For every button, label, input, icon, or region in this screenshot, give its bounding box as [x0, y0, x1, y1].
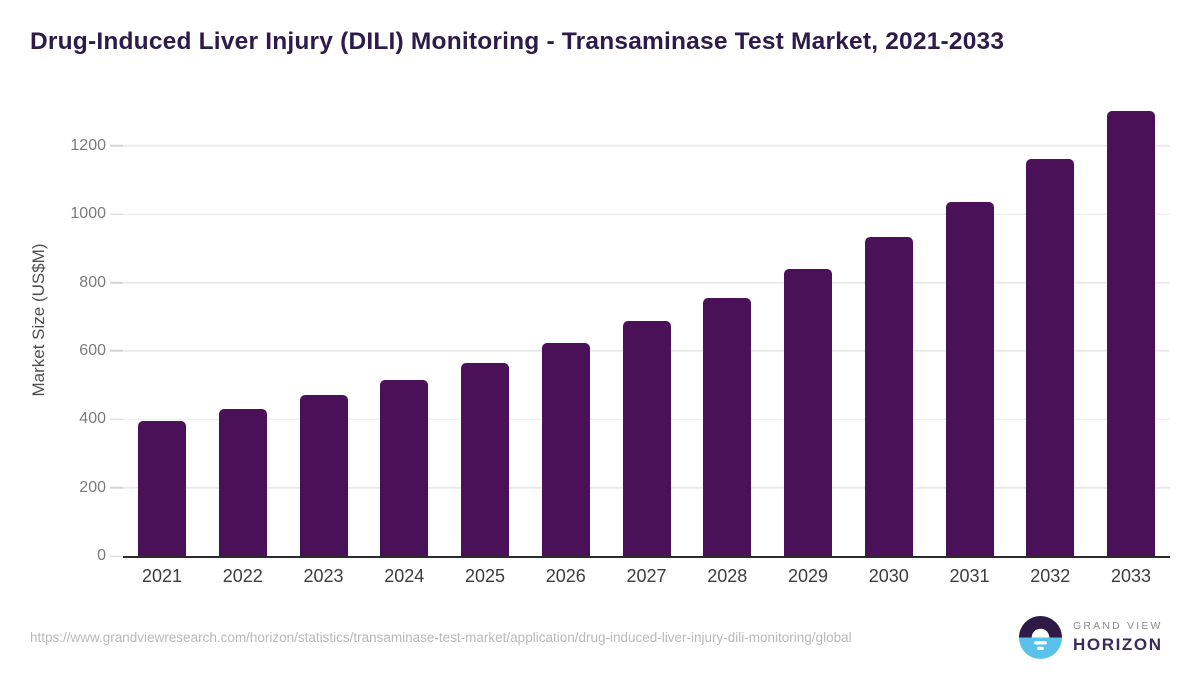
y-tick-label: 1000 [70, 205, 106, 223]
x-tick-label-2021: 2021 [141, 566, 183, 586]
y-tick-mark [110, 145, 123, 147]
y-tick-mark [110, 281, 123, 284]
y-tick-mark [110, 213, 123, 215]
y-tick-mark [110, 350, 123, 352]
plot-area: 0 200 400 600 800 1000 1200 2021 2022 2023 2024 202… [70, 100, 1170, 585]
source-url: https://www.grandviewresearch.com/horizo… [30, 630, 852, 645]
bar-2024 [380, 379, 429, 556]
bar-2031 [945, 201, 994, 556]
bar-2029 [784, 268, 832, 556]
x-tick-label-2024: 2024 [384, 566, 425, 586]
x-tick-label-2029: 2029 [787, 566, 829, 586]
y-tick-mark [110, 555, 123, 557]
gridline-1200 [123, 145, 1170, 147]
bar-2030 [864, 237, 913, 556]
gridline-800 [123, 281, 1170, 284]
y-tick-label: 600 [79, 341, 106, 359]
gridline-1000 [123, 213, 1170, 215]
bar-2033 [1107, 110, 1155, 556]
bar-2032 [1026, 159, 1075, 556]
x-tick-label-2022: 2022 [222, 566, 263, 586]
bar-2021 [138, 420, 186, 556]
y-tick-mark [110, 418, 123, 421]
bar-2027 [622, 320, 671, 556]
y-tick-label: 800 [79, 273, 106, 291]
x-tick-label-2030: 2030 [868, 566, 909, 586]
y-tick-label: 400 [79, 410, 106, 428]
x-tick-label-2027: 2027 [626, 566, 667, 586]
y-tick-mark [110, 486, 123, 489]
y-tick-label: 1200 [70, 136, 106, 154]
bar-2022 [218, 409, 267, 556]
x-tick-label-2028: 2028 [707, 566, 748, 586]
bar-2023 [299, 395, 348, 556]
bar-2026 [541, 343, 590, 556]
x-tick-label-2026: 2026 [545, 566, 586, 586]
bar-2025 [461, 362, 509, 556]
x-tick-label-2031: 2031 [949, 566, 990, 586]
y-tick-label: 200 [79, 478, 106, 496]
x-tick-label-2033: 2033 [1110, 566, 1152, 586]
bar-2028 [703, 297, 752, 556]
horizon-sunrise-icon [1018, 615, 1063, 660]
x-tick-label-2025: 2025 [464, 566, 506, 586]
chart-title: Drug-Induced Liver Injury (DILI) Monitor… [30, 28, 1005, 55]
x-tick-label-2023: 2023 [303, 566, 344, 586]
x-tick-label-2032: 2032 [1030, 566, 1071, 586]
brand-logo-text: GRAND VIEW HORIZON [1073, 620, 1163, 655]
logo-grand-view-text: GRAND VIEW [1073, 620, 1163, 632]
y-tick-label: 0 [97, 547, 106, 564]
y-axis-title: Market Size (US$M) [29, 243, 48, 397]
brand-logo: GRAND VIEW HORIZON [1018, 615, 1163, 660]
logo-horizon-text: HORIZON [1073, 635, 1163, 654]
